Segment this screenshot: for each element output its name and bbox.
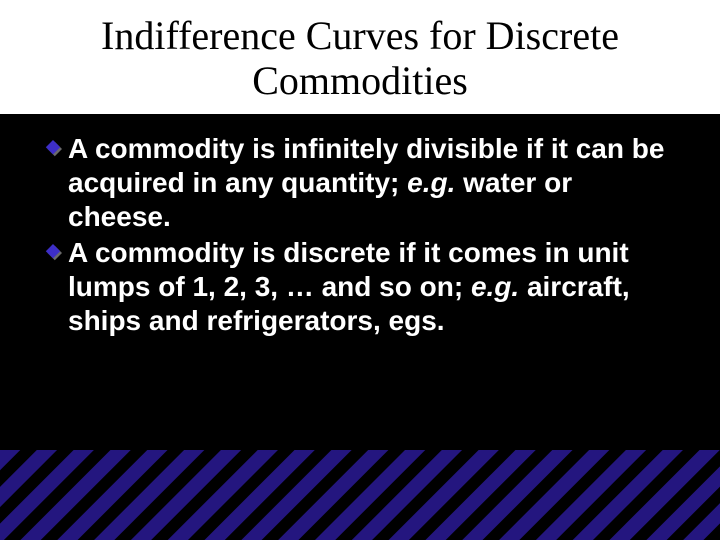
- bullet-text: A commodity is discrete if it comes in u…: [68, 236, 676, 338]
- text-run: A commodity is: [68, 237, 283, 268]
- eg-italic: e.g.: [471, 271, 519, 302]
- bullet-item: A commodity is infinitely divisible if i…: [44, 132, 676, 234]
- bullet-item: A commodity is discrete if it comes in u…: [44, 236, 676, 338]
- slide-title: Indifference Curves for Discrete Commodi…: [0, 0, 720, 114]
- slide-body: A commodity is infinitely divisible if i…: [0, 114, 720, 339]
- bullet-text: A commodity is infinitely divisible if i…: [68, 132, 676, 234]
- eg-italic: e.g.: [407, 167, 455, 198]
- footer-stripes: [0, 450, 720, 540]
- slide: Indifference Curves for Discrete Commodi…: [0, 0, 720, 540]
- diamond-bullet-icon: [44, 244, 62, 262]
- keyword: infinitely divisible: [283, 133, 518, 164]
- diamond-bullet-icon: [44, 140, 62, 158]
- keyword: discrete: [283, 237, 390, 268]
- text-run: A commodity is: [68, 133, 283, 164]
